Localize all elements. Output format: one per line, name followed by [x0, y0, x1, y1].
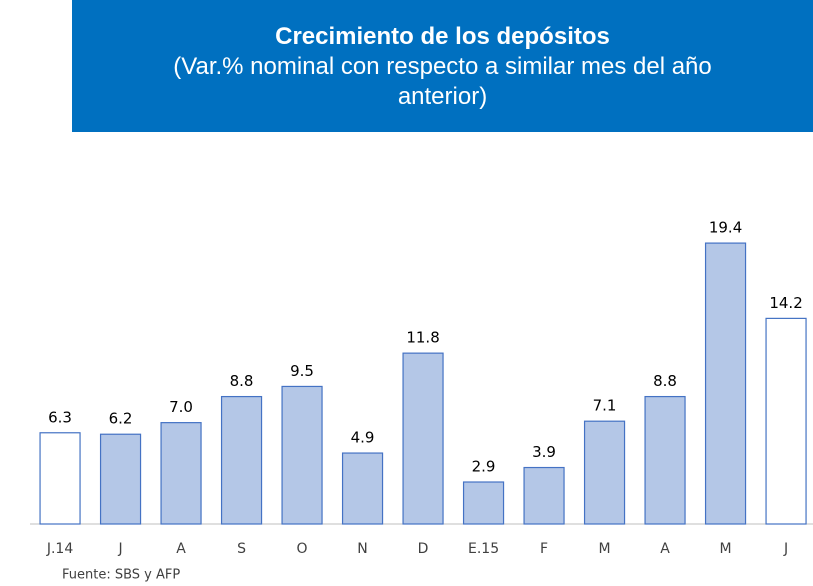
- bar: [281, 385, 323, 525]
- x-tick-label: E.15: [468, 541, 499, 557]
- x-tick-label: N: [357, 541, 367, 557]
- bar: [39, 432, 81, 525]
- bar: [583, 420, 626, 525]
- bar: [402, 352, 444, 525]
- value-label: 4.9: [351, 429, 375, 447]
- value-label: 6.2: [109, 410, 133, 428]
- bar: [765, 317, 807, 525]
- bar: [99, 433, 142, 525]
- value-label: 9.5: [290, 362, 314, 380]
- value-label: 19.4: [709, 219, 742, 237]
- source-note: Fuente: SBS y AFP: [62, 568, 180, 583]
- x-tick-label: A: [660, 541, 670, 557]
- value-label: 3.9: [532, 443, 556, 461]
- title-box: Crecimiento de los depósitos (Var.% nomi…: [72, 0, 813, 132]
- x-tick-label: S: [237, 541, 246, 557]
- bar: [644, 395, 686, 525]
- value-label: 7.1: [593, 397, 617, 415]
- value-label: 11.8: [406, 329, 439, 347]
- bar: [220, 395, 263, 525]
- chart-title: Crecimiento de los depósitos: [275, 23, 610, 50]
- bar: [160, 422, 202, 525]
- value-label: 7.0: [169, 398, 193, 416]
- value-label: 2.9: [472, 458, 496, 476]
- value-label: 8.8: [653, 372, 677, 390]
- value-label: 8.8: [230, 372, 254, 390]
- x-tick-label: F: [540, 541, 548, 557]
- x-tick-label: J: [117, 541, 122, 557]
- chart-subtitle: (Var.% nominal con respecto a similar me…: [173, 53, 712, 110]
- x-tick-label: O: [297, 541, 308, 557]
- value-label: 14.2: [769, 294, 802, 312]
- x-tick-label: D: [418, 541, 429, 557]
- bar: [704, 242, 747, 525]
- x-tick-label: J.14: [46, 541, 73, 557]
- x-tick-label: J: [783, 541, 788, 557]
- value-label: 6.3: [48, 408, 72, 426]
- x-tick-label: M: [599, 541, 611, 557]
- bar: [341, 452, 384, 525]
- bar: [523, 466, 565, 525]
- bar: [462, 481, 505, 525]
- x-tick-label: M: [720, 541, 732, 557]
- x-tick-label: A: [176, 541, 186, 557]
